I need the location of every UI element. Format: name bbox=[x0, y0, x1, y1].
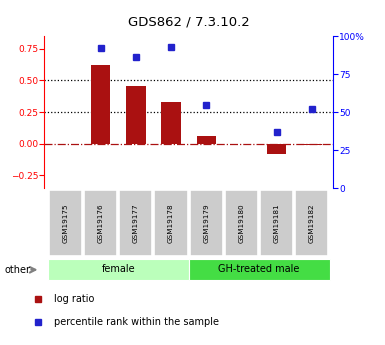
FancyBboxPatch shape bbox=[84, 190, 117, 256]
FancyBboxPatch shape bbox=[190, 190, 223, 256]
Text: other: other bbox=[5, 265, 31, 275]
Text: GSM19177: GSM19177 bbox=[133, 204, 139, 243]
Text: GSM19181: GSM19181 bbox=[274, 204, 280, 243]
Text: GSM19180: GSM19180 bbox=[238, 204, 244, 243]
FancyBboxPatch shape bbox=[154, 190, 187, 256]
FancyBboxPatch shape bbox=[189, 259, 330, 280]
Text: log ratio: log ratio bbox=[54, 294, 94, 304]
FancyBboxPatch shape bbox=[119, 190, 152, 256]
Text: GSM19182: GSM19182 bbox=[309, 204, 315, 243]
Bar bbox=[126, 86, 146, 144]
Text: GSM19178: GSM19178 bbox=[168, 204, 174, 243]
Text: percentile rank within the sample: percentile rank within the sample bbox=[54, 317, 219, 327]
FancyBboxPatch shape bbox=[48, 259, 189, 280]
Text: GSM19179: GSM19179 bbox=[203, 204, 209, 243]
Text: female: female bbox=[101, 265, 135, 274]
FancyBboxPatch shape bbox=[260, 190, 293, 256]
Text: GDS862 / 7.3.10.2: GDS862 / 7.3.10.2 bbox=[128, 16, 249, 29]
Bar bbox=[267, 144, 286, 154]
Bar bbox=[161, 102, 181, 144]
Text: GH-treated male: GH-treated male bbox=[218, 265, 300, 274]
Bar bbox=[197, 136, 216, 144]
FancyBboxPatch shape bbox=[295, 190, 328, 256]
Bar bbox=[91, 65, 110, 144]
FancyBboxPatch shape bbox=[49, 190, 82, 256]
Text: GSM19175: GSM19175 bbox=[62, 204, 69, 243]
Bar bbox=[302, 144, 321, 145]
Text: GSM19176: GSM19176 bbox=[98, 204, 104, 243]
FancyBboxPatch shape bbox=[225, 190, 258, 256]
